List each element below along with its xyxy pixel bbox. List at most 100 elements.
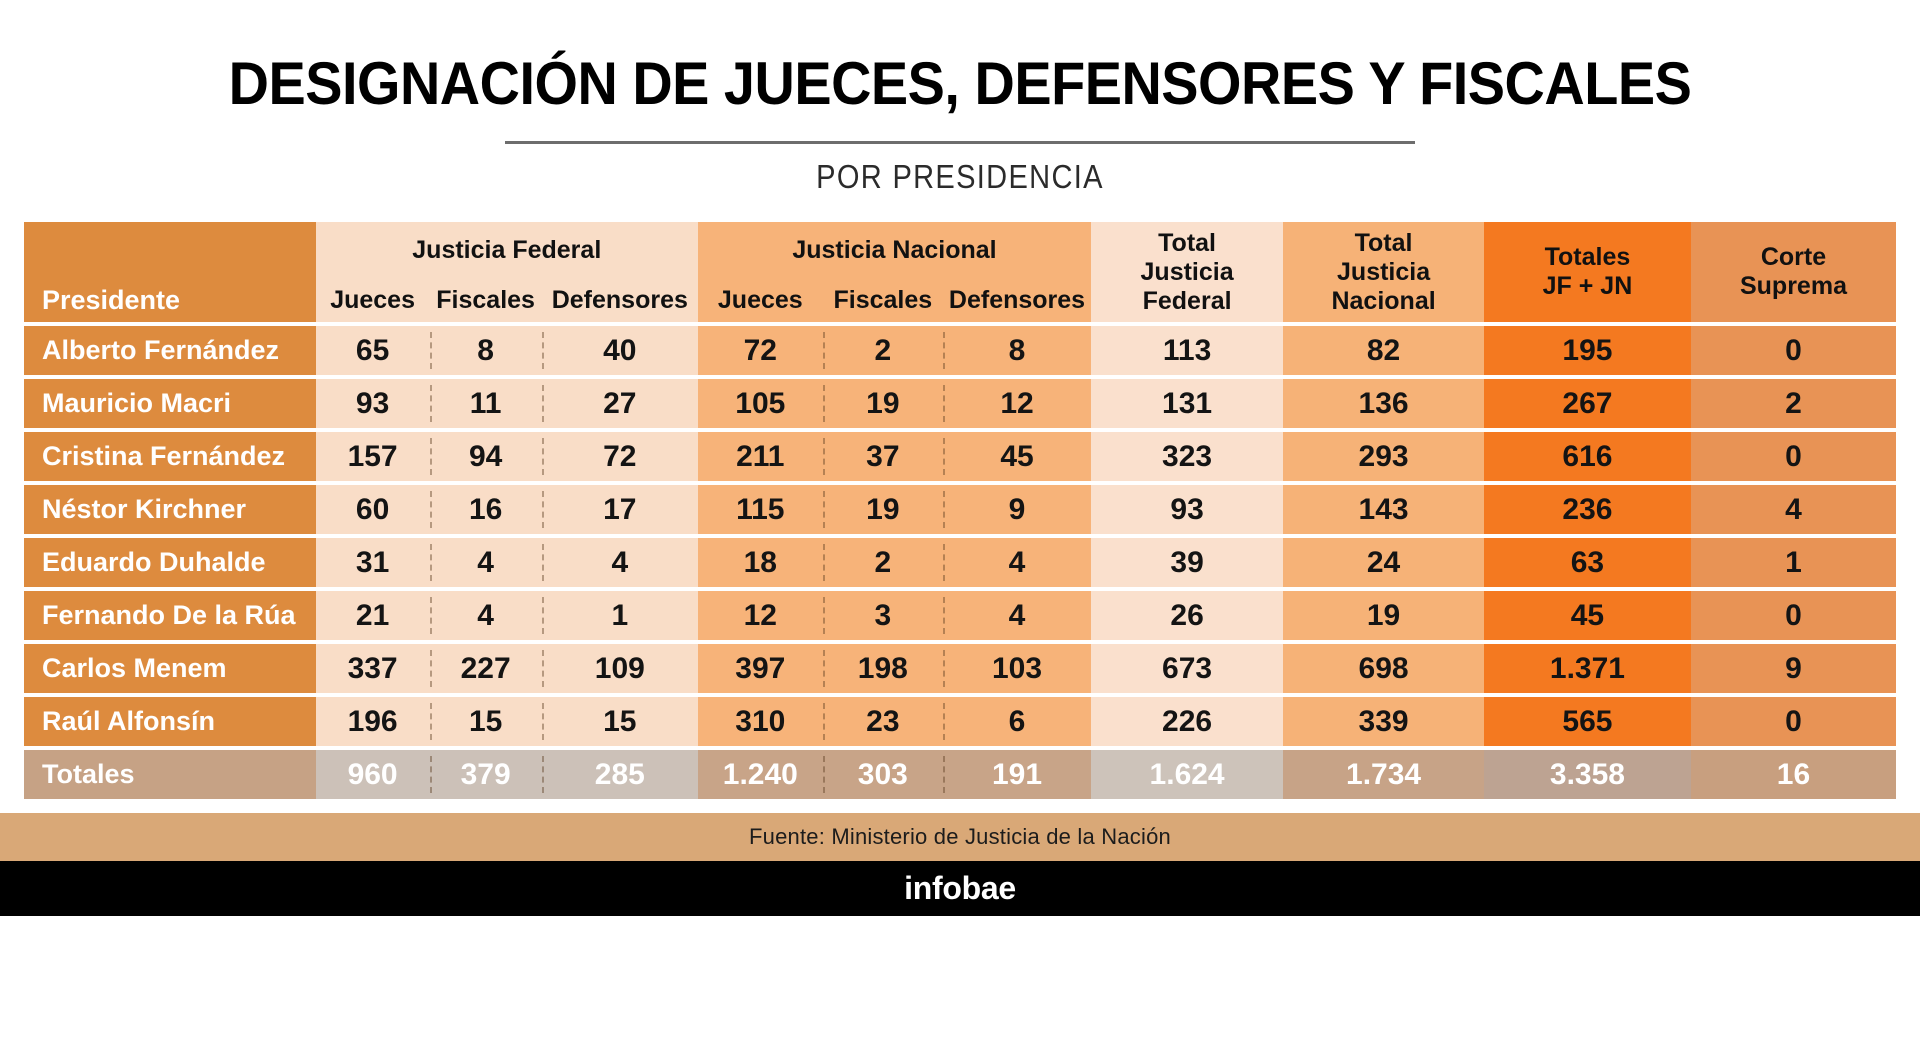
- title-block: DESIGNACIÓN DE JUECES, DEFENSORES Y FISC…: [0, 0, 1920, 196]
- cell-jf-defensores: 17: [541, 485, 698, 534]
- cell-jf-fiscales: 8: [429, 326, 542, 375]
- cell-jn-fiscales: 2: [822, 326, 944, 375]
- row-separator-cell: [24, 481, 1896, 485]
- cell-jf-fiscales: 94: [429, 432, 542, 481]
- cell-total-jn: 293: [1283, 432, 1484, 481]
- cell-jf-fiscales: 11: [429, 379, 542, 428]
- table-row: Alberto Fernández 65 8 40 72 2 8 113 82 195 0: [24, 326, 1896, 375]
- totals-cell-jn-fiscales: 303: [822, 750, 944, 799]
- cell-jf-fiscales: 227: [429, 644, 542, 693]
- president-name-cell: Raúl Alfonsín: [24, 697, 316, 746]
- totals-cell-jf-jueces: 960: [315, 750, 430, 799]
- cell-jn-fiscales: 2: [822, 538, 944, 587]
- cell-jf-jueces: 93: [315, 379, 430, 428]
- row-separator: [24, 693, 1896, 697]
- cell-total-jf: 323: [1090, 432, 1284, 481]
- totals-cell-jf-fiscales: 379: [429, 750, 542, 799]
- table-row: Eduardo Duhalde 31 4 4 18 2 4 39 24 63 1: [24, 538, 1896, 587]
- cell-jn-jueces: 18: [697, 538, 823, 587]
- row-separator: [24, 428, 1896, 432]
- cell-corte: 0: [1690, 591, 1896, 640]
- header-totales-jf-jn: Totales JF + JN: [1483, 222, 1691, 322]
- table-row: Néstor Kirchner 60 16 17 115 19 9 93 143 236 4: [24, 485, 1896, 534]
- cell-jn-jueces: 211: [697, 432, 823, 481]
- president-name-cell: Mauricio Macri: [24, 379, 316, 428]
- cell-jf-jueces: 31: [315, 538, 430, 587]
- cell-jn-defensores: 45: [943, 432, 1091, 481]
- header-corte-line1: Corte: [1760, 243, 1827, 271]
- cell-jn-defensores: 9: [943, 485, 1091, 534]
- source-text: Fuente: Ministerio de Justicia de la Nac…: [749, 824, 1171, 849]
- cell-total-jf: 39: [1090, 538, 1284, 587]
- header-jf-jueces: Jueces: [315, 278, 430, 322]
- row-separator: [24, 640, 1896, 644]
- designations-table: Justicia Federal Justicia Nacional Total…: [24, 222, 1896, 799]
- cell-jf-fiscales: 15: [429, 697, 542, 746]
- cell-jn-defensores: 4: [943, 538, 1091, 587]
- cell-total-jn: 24: [1283, 538, 1484, 587]
- cell-jf-jueces: 337: [315, 644, 430, 693]
- header-jn-jueces: Jueces: [697, 278, 823, 322]
- cell-jn-jueces: 310: [697, 697, 823, 746]
- cell-total-jf: 131: [1090, 379, 1284, 428]
- cell-total-jn: 339: [1283, 697, 1484, 746]
- totals-cell-total-jf: 1.624: [1090, 750, 1284, 799]
- cell-total-jn: 136: [1283, 379, 1484, 428]
- header-total-jf-line2: Justicia: [1140, 257, 1234, 286]
- totals-cell-jf-defensores: 285: [541, 750, 698, 799]
- totals-cell-jn-jueces: 1.240: [697, 750, 823, 799]
- cell-jn-jueces: 105: [697, 379, 823, 428]
- header-jn-defensores: Defensores: [943, 278, 1091, 322]
- table-row: Fernando De la Rúa 21 4 1 12 3 4 26 19 45 0: [24, 591, 1896, 640]
- cell-jf-fiscales: 4: [429, 538, 542, 587]
- cell-jf-defensores: 1: [541, 591, 698, 640]
- totals-cell-jn-defensores: 191: [943, 750, 1091, 799]
- cell-jf-jueces: 60: [315, 485, 430, 534]
- totals-row: Totales 960 379 285 1.240 303 191 1.624 1.734 3.3…: [24, 750, 1896, 799]
- row-separator-cell: [24, 587, 1896, 591]
- header-total-jn-line3: Nacional: [1331, 286, 1436, 315]
- cell-jn-fiscales: 19: [822, 379, 944, 428]
- header-presidente-spacer: [24, 222, 316, 278]
- logo-bar: infobae: [0, 861, 1920, 916]
- cell-jn-fiscales: 19: [822, 485, 944, 534]
- cell-jf-defensores: 40: [541, 326, 698, 375]
- president-name-cell: Cristina Fernández: [24, 432, 316, 481]
- cell-jf-defensores: 15: [541, 697, 698, 746]
- header-total-justicia-federal: Total Justicia Federal: [1090, 222, 1284, 322]
- cell-jf-defensores: 4: [541, 538, 698, 587]
- row-separator-cell: [24, 746, 1896, 750]
- totals-cell-total-jn: 1.734: [1283, 750, 1484, 799]
- cell-totales: 45: [1483, 591, 1691, 640]
- cell-total-jn: 82: [1283, 326, 1484, 375]
- header-totales-line1: Totales: [1544, 243, 1631, 271]
- cell-jn-fiscales: 3: [822, 591, 944, 640]
- header-totales-line2: JF + JN: [1542, 272, 1633, 300]
- cell-jf-jueces: 21: [315, 591, 430, 640]
- header-sub-row: Presidente Jueces Fiscales Defensores Ju…: [24, 278, 1896, 322]
- cell-corte: 0: [1690, 697, 1896, 746]
- president-name-cell: Fernando De la Rúa: [24, 591, 316, 640]
- cell-jn-defensores: 103: [943, 644, 1091, 693]
- cell-corte: 0: [1690, 432, 1896, 481]
- cell-totales: 236: [1483, 485, 1691, 534]
- table-row: Carlos Menem 337 227 109 397 198 103 673 698 1.37…: [24, 644, 1896, 693]
- cell-corte: 0: [1690, 326, 1896, 375]
- header-total-jn-line1: Total: [1354, 228, 1413, 257]
- cell-jn-jueces: 72: [697, 326, 823, 375]
- cell-total-jf: 93: [1090, 485, 1284, 534]
- header-jf-fiscales: Fiscales: [429, 278, 542, 322]
- cell-jn-fiscales: 23: [822, 697, 944, 746]
- cell-totales: 267: [1483, 379, 1691, 428]
- row-separator: [24, 375, 1896, 379]
- table-head: Justicia Federal Justicia Nacional Total…: [24, 222, 1896, 322]
- table-row: Raúl Alfonsín 196 15 15 310 23 6 226 339 565 0: [24, 697, 1896, 746]
- header-corte-line2: Suprema: [1739, 272, 1847, 300]
- header-group-justicia-federal: Justicia Federal: [315, 222, 698, 278]
- header-total-jf-line1: Total: [1158, 228, 1217, 257]
- title-divider: [505, 141, 1415, 144]
- cell-totales: 1.371: [1483, 644, 1691, 693]
- cell-corte: 9: [1690, 644, 1896, 693]
- table-row: Mauricio Macri 93 11 27 105 19 12 131 136 267 2: [24, 379, 1896, 428]
